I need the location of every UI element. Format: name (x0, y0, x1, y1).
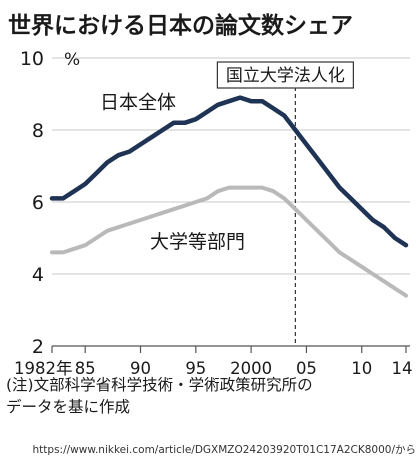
x-tick-label-2010: 10 (351, 359, 372, 378)
source-url: https://www.nikkei.com/article/DGXMZO242… (32, 444, 416, 456)
series-line-university (50, 185, 408, 298)
grid (51, 57, 410, 353)
x-tick-label-1995: 95 (185, 359, 206, 378)
axis-ticks: 2 4 6 8 10 % 1982年 85 90 95 2000 05 10 14 (14, 48, 413, 378)
y-tick-label-10: 10 (20, 48, 44, 70)
chart-title: 世界における日本の論文数シェア (8, 13, 353, 39)
series-label-university: 大学等部門 (150, 231, 245, 253)
x-tick-label-1982: 1982年 (14, 359, 73, 378)
x-tick-label-1985: 85 (75, 359, 96, 378)
footnote: (注)文部科学省科学技術・学術政策研究所の データを基に作成 (6, 376, 313, 416)
x-tick-label-2000: 2000 (230, 359, 272, 378)
series-label-japan-total: 日本全体 (100, 91, 176, 113)
series-line-japan-total (49, 95, 409, 248)
series-lines (49, 95, 409, 298)
y-tick-label-4: 4 (32, 264, 44, 286)
x-tick-label-2005: 05 (296, 359, 317, 378)
annotation-box (216, 61, 354, 89)
y-unit-label: % (64, 50, 80, 70)
x-tick-label-1990: 90 (130, 359, 151, 378)
x-tick-label-2014: 14 (392, 359, 413, 378)
y-tick-label-2: 2 (32, 336, 44, 358)
annotation: 国立大学法人化 (216, 61, 354, 346)
y-tick-label-6: 6 (32, 192, 44, 214)
y-tick-label-8: 8 (32, 120, 44, 142)
annotation-label: 国立大学法人化 (226, 66, 345, 86)
